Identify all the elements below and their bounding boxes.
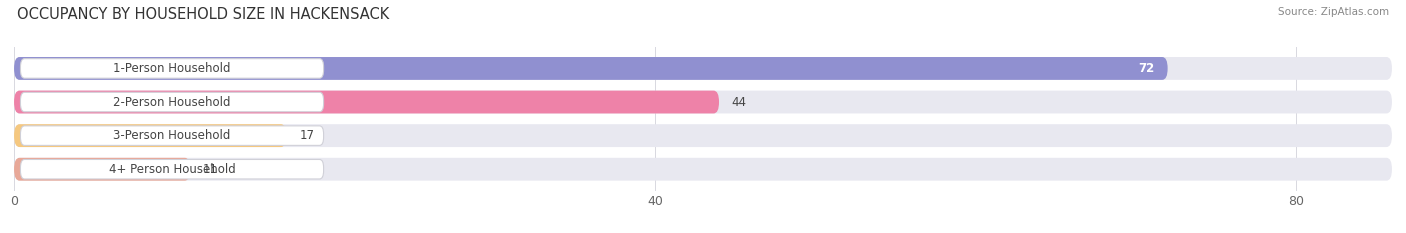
FancyBboxPatch shape — [14, 158, 1392, 181]
Text: 2-Person Household: 2-Person Household — [114, 96, 231, 109]
Text: 1-Person Household: 1-Person Household — [114, 62, 231, 75]
FancyBboxPatch shape — [14, 124, 1392, 147]
FancyBboxPatch shape — [14, 57, 1392, 80]
FancyBboxPatch shape — [21, 126, 323, 145]
Text: 72: 72 — [1139, 62, 1154, 75]
FancyBboxPatch shape — [14, 91, 1392, 113]
Text: Source: ZipAtlas.com: Source: ZipAtlas.com — [1278, 7, 1389, 17]
FancyBboxPatch shape — [14, 91, 718, 113]
FancyBboxPatch shape — [21, 159, 323, 179]
FancyBboxPatch shape — [14, 57, 1167, 80]
Text: 44: 44 — [733, 96, 747, 109]
FancyBboxPatch shape — [14, 124, 287, 147]
Text: OCCUPANCY BY HOUSEHOLD SIZE IN HACKENSACK: OCCUPANCY BY HOUSEHOLD SIZE IN HACKENSAC… — [17, 7, 389, 22]
Text: 4+ Person Household: 4+ Person Household — [108, 163, 235, 176]
FancyBboxPatch shape — [21, 59, 323, 78]
Text: 3-Person Household: 3-Person Household — [114, 129, 231, 142]
Text: 11: 11 — [202, 163, 218, 176]
Text: 17: 17 — [299, 129, 315, 142]
FancyBboxPatch shape — [14, 158, 190, 181]
FancyBboxPatch shape — [21, 92, 323, 112]
